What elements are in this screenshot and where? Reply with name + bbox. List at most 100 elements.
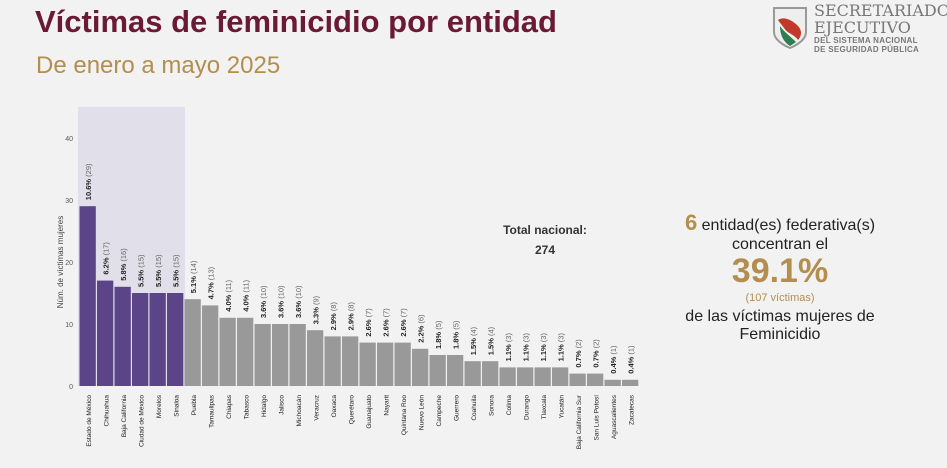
bar <box>499 367 516 386</box>
x-tick-label: Zacatecas <box>628 394 635 425</box>
data-label: 4.7% (13) <box>206 266 215 299</box>
x-tick-label: Yucatán <box>558 395 565 419</box>
data-label: 5.1% (14) <box>189 260 198 293</box>
data-label: 3.6% (10) <box>259 285 268 318</box>
bar <box>604 379 621 386</box>
data-label: 1.5% (4) <box>486 326 495 355</box>
bar <box>272 324 289 386</box>
data-label: 2.6% (7) <box>364 308 373 337</box>
x-tick-label: Morelos <box>156 394 163 418</box>
x-tick-label: Ciudad de México <box>138 395 145 447</box>
logo: SECRETARIADO EJECUTIVO DEL SISTEMA NACIO… <box>772 2 947 54</box>
summary-panel: 6 entidad(es) federativa(s) concentran e… <box>650 210 910 344</box>
data-label: 1.8% (5) <box>434 320 443 349</box>
data-label: 2.2% (6) <box>416 314 425 343</box>
bar <box>622 379 639 386</box>
bar <box>429 355 446 386</box>
data-label: 0.4% (1) <box>626 345 635 374</box>
bar <box>464 361 481 386</box>
bar <box>412 348 429 386</box>
x-tick-label: Baja California <box>121 395 128 438</box>
bar <box>324 336 341 386</box>
x-tick-label: Campeche <box>436 395 443 427</box>
data-label: 0.7% (2) <box>591 339 600 368</box>
bar <box>552 367 569 386</box>
x-tick-label: Nayarit <box>383 395 390 416</box>
x-tick-label: Chiapas <box>226 394 233 419</box>
summary-text: de las víctimas mujeres de <box>685 308 875 325</box>
data-label: 1.1% (3) <box>556 333 565 362</box>
bar <box>517 367 534 386</box>
data-label: 2.9% (8) <box>329 302 338 331</box>
page-subtitle: De enero a mayo 2025 <box>36 52 281 79</box>
page-title: Víctimas de feminicidio por entidad <box>35 4 557 39</box>
bar <box>237 317 254 386</box>
x-tick-label: Veracruz <box>313 395 320 421</box>
bar <box>482 361 499 386</box>
summary-victims: (107 víctimas) <box>745 292 815 304</box>
x-tick-label: Querétaro <box>348 395 355 425</box>
x-tick-label: Colima <box>506 395 513 416</box>
x-tick-label: Durango <box>523 395 530 420</box>
bar <box>114 286 131 386</box>
summary-text: concentran el <box>731 236 829 253</box>
y-tick-label: 40 <box>65 136 73 143</box>
bar <box>307 330 324 386</box>
data-label: 5.5% (15) <box>136 254 145 287</box>
logo-text: SECRETARIADO <box>814 1 947 20</box>
total-label: Total nacional: <box>503 223 587 237</box>
data-label: 2.6% (7) <box>399 308 408 337</box>
x-tick-label: Baja California Sur <box>576 394 583 449</box>
data-label: 10.6% (29) <box>84 163 93 200</box>
summary-text: entidad(es) federativa(s) <box>701 217 876 234</box>
bar <box>202 305 219 386</box>
data-label: 1.1% (3) <box>539 333 548 362</box>
bar <box>184 299 201 386</box>
data-label: 0.4% (1) <box>609 345 618 374</box>
summary-percent: 39.1% <box>731 252 829 290</box>
data-label: 1.1% (3) <box>504 333 513 362</box>
total-national: Total nacional: 274 <box>480 220 610 260</box>
y-tick-label: 0 <box>69 384 73 391</box>
data-label: 3.6% (10) <box>294 285 303 318</box>
summary-text: Feminicidio <box>739 326 821 343</box>
bar <box>359 342 376 386</box>
data-label: 1.5% (4) <box>469 326 478 355</box>
x-tick-label: Michoacán <box>296 395 303 427</box>
summary-count: 6 <box>684 210 698 235</box>
data-label: 3.3% (9) <box>311 295 320 324</box>
bar <box>289 324 306 386</box>
bar <box>149 293 166 386</box>
bar <box>132 293 149 386</box>
x-tick-label: Aguascalientes <box>611 394 618 439</box>
y-axis-label: Núm. de víctimas mujeres <box>56 216 65 308</box>
logo-text: DEL SISTEMA NACIONAL <box>814 36 918 45</box>
data-label: 1.8% (5) <box>451 320 460 349</box>
total-value: 274 <box>534 243 556 257</box>
x-tick-label: Oaxaca <box>331 395 338 418</box>
x-tick-label: Quintana Roo <box>401 395 408 435</box>
data-label: 5.5% (15) <box>154 254 163 287</box>
bar <box>97 280 114 386</box>
bar <box>394 342 411 386</box>
x-tick-label: Guerrero <box>453 395 460 421</box>
data-label: 1.1% (3) <box>521 333 530 362</box>
bar <box>219 317 236 386</box>
bar <box>569 373 586 386</box>
x-tick-label: Tlaxcala <box>541 395 548 420</box>
x-tick-label: Jalisco <box>278 395 285 415</box>
data-label: 5.8% (16) <box>119 248 128 281</box>
data-label: 6.2% (17) <box>101 242 110 275</box>
bar <box>254 324 271 386</box>
data-label: 5.5% (15) <box>171 254 180 287</box>
logo-text: EJECUTIVO <box>814 18 911 37</box>
data-label: 4.0% (11) <box>224 279 233 311</box>
y-tick-label: 10 <box>65 322 73 329</box>
x-tick-label: Puebla <box>191 395 198 416</box>
data-label: 0.7% (2) <box>574 339 583 368</box>
bar <box>167 293 184 386</box>
data-label: 2.9% (8) <box>346 302 355 331</box>
logo-text: DE SEGURIDAD PÚBLICA <box>814 45 920 54</box>
x-tick-label: Sinaloa <box>173 395 180 417</box>
